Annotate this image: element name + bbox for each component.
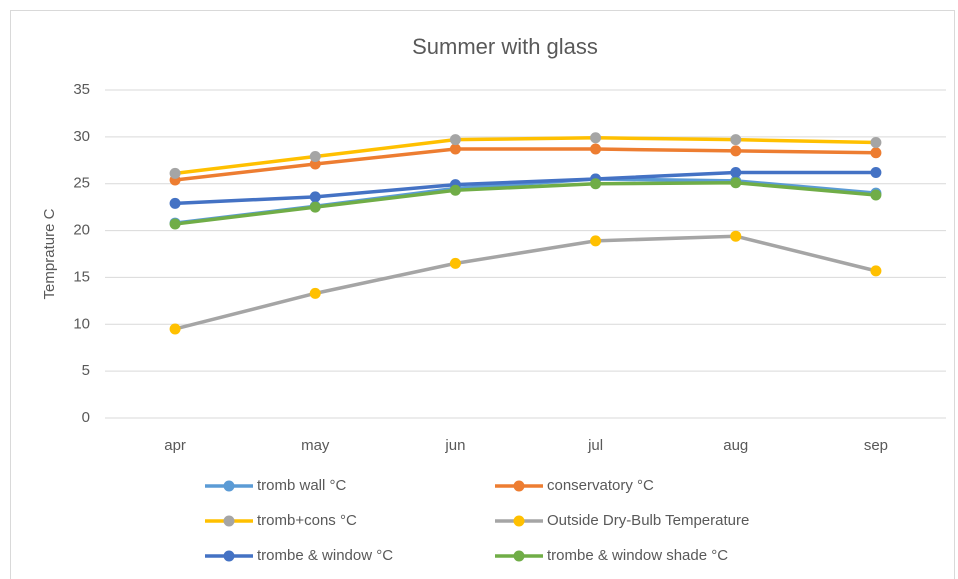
data-point (870, 167, 881, 178)
legend-marker (224, 516, 235, 527)
y-tick-label: 25 (73, 175, 90, 192)
legend-marker (224, 481, 235, 492)
data-point (590, 144, 601, 155)
data-point (310, 151, 321, 162)
x-tick-label: may (301, 437, 330, 454)
legend-label: trombe & window shade °C (547, 547, 728, 564)
data-point (730, 177, 741, 188)
x-tick-label: aug (723, 437, 748, 454)
legend-marker (514, 551, 525, 562)
data-point (450, 134, 461, 145)
legend-label: tromb wall °C (257, 477, 347, 494)
chart-border (11, 11, 955, 579)
data-point (170, 198, 181, 209)
data-point (450, 258, 461, 269)
data-point (870, 137, 881, 148)
data-point (310, 288, 321, 299)
y-tick-label: 20 (73, 222, 90, 239)
legend-label: Outside Dry-Bulb Temperature (547, 512, 749, 529)
x-tick-label: jun (444, 437, 465, 454)
data-point (730, 167, 741, 178)
data-point (870, 189, 881, 200)
data-point (170, 168, 181, 179)
chart-title: Summer with glass (412, 34, 598, 59)
legend-label: trombe & window °C (257, 547, 393, 564)
y-axis-label: Temprature C (41, 208, 58, 299)
data-point (450, 144, 461, 155)
x-tick-label: jul (587, 437, 603, 454)
y-tick-label: 0 (82, 409, 90, 426)
legend-marker (514, 516, 525, 527)
y-tick-label: 5 (82, 362, 90, 379)
data-point (170, 323, 181, 334)
data-point (870, 265, 881, 276)
data-point (590, 178, 601, 189)
data-point (450, 185, 461, 196)
y-tick-label: 10 (73, 315, 90, 332)
legend-marker (514, 481, 525, 492)
data-point (730, 134, 741, 145)
legend-marker (224, 551, 235, 562)
y-tick-label: 30 (73, 128, 90, 145)
y-tick-label: 35 (73, 81, 90, 98)
data-point (310, 191, 321, 202)
legend-label: conservatory °C (547, 477, 654, 494)
data-point (590, 235, 601, 246)
data-point (590, 132, 601, 143)
data-point (870, 147, 881, 158)
data-point (730, 231, 741, 242)
legend-label: tromb+cons °C (257, 512, 357, 529)
y-tick-label: 15 (73, 268, 90, 285)
data-point (730, 145, 741, 156)
data-point (170, 219, 181, 230)
x-tick-label: apr (164, 437, 186, 454)
data-point (310, 202, 321, 213)
chart: Summer with glass Temprature C 0 5 10 15 20 2… (0, 0, 958, 579)
x-tick-label: sep (864, 437, 888, 454)
